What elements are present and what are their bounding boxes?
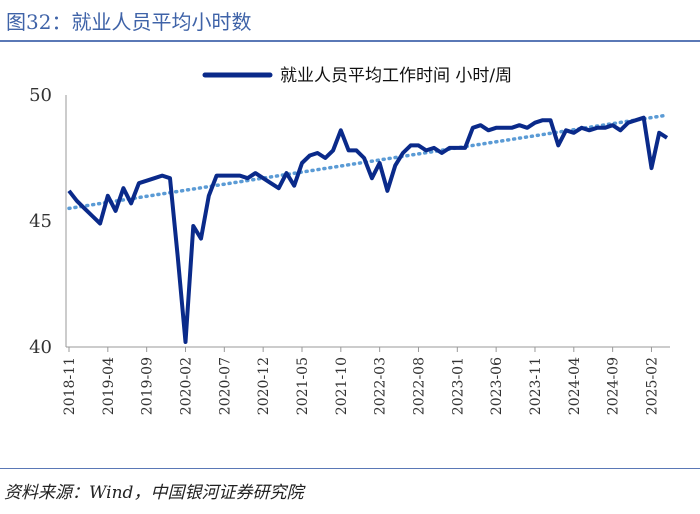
x-tick-label: 2020-07 [217,357,233,415]
legend-label: 就业人员平均工作时间 小时/周 [280,66,512,86]
x-tick-label: 2018-11 [62,357,78,415]
x-tick-label: 2021-05 [295,357,311,415]
x-tick-label: 2023-11 [528,357,544,415]
x-tick-label: 2019-09 [140,357,156,415]
figure-title: 图32：就业人员平均小时数 [6,10,252,34]
series-line-hours [67,115,669,344]
y-tick-label: 40 [29,337,52,358]
y-axis-ticks: 40 45 50 [29,85,52,358]
legend: 就业人员平均工作时间 小时/周 [202,66,512,86]
x-tick-label: 2021-10 [334,357,350,415]
y-tick-label: 45 [29,211,52,232]
x-tick-label: 2023-01 [450,357,466,415]
x-axis-ticks: 2018-11 2019-04 2019-09 2020-02 2020-07 2020-… [62,347,660,415]
x-tick-label: 2023-06 [489,357,505,415]
x-tick-label: 2022-08 [411,357,427,415]
x-tick-label: 2020-12 [256,357,272,415]
title-divider [0,40,700,42]
x-tick-label: 2019-04 [101,357,117,415]
x-tick-label: 2025-02 [644,357,660,415]
x-tick-label: 2024-09 [606,357,622,415]
x-tick-label: 2022-03 [373,357,389,415]
source-note: 资料来源：Wind，中国银河证券研究院 [4,483,304,503]
x-tick-label: 2020-02 [178,357,194,415]
y-tick-label: 50 [29,85,52,106]
source-divider [0,468,700,469]
x-tick-label: 2024-04 [567,357,583,415]
